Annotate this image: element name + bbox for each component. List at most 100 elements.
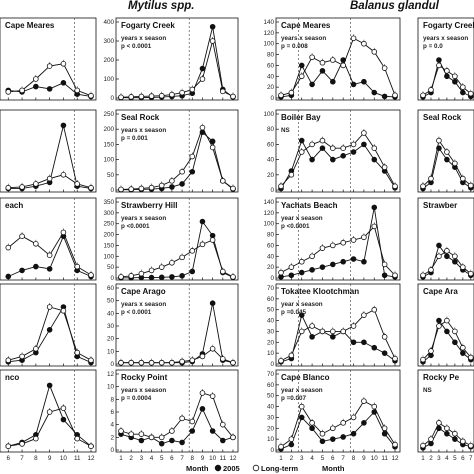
data-point-2005 bbox=[452, 258, 458, 265]
series-line-2005 bbox=[280, 411, 396, 450]
data-point-2005 bbox=[444, 156, 450, 163]
data-point-long-term bbox=[33, 76, 39, 82]
data-point-long-term bbox=[209, 38, 216, 44]
y-tick-label: 50 bbox=[267, 307, 275, 314]
data-point-long-term bbox=[460, 438, 466, 445]
data-point-2005 bbox=[319, 145, 326, 152]
y-tick-label: 2 bbox=[110, 434, 114, 441]
series-line-2005 bbox=[280, 313, 396, 363]
data-point-long-term bbox=[361, 130, 367, 136]
data-point-long-term bbox=[444, 425, 450, 432]
x-tick-label: 6 bbox=[7, 455, 11, 462]
legend-long-term-label: Long-term bbox=[261, 464, 298, 473]
y-tick-label: 20 bbox=[267, 172, 275, 179]
data-point-long-term bbox=[209, 393, 216, 399]
data-point-2005 bbox=[309, 81, 315, 88]
stat-text: year x season bbox=[281, 301, 323, 308]
data-point-long-term bbox=[189, 357, 196, 364]
x-tick-label: 9 bbox=[362, 455, 366, 462]
stat-text: years x season bbox=[281, 35, 326, 42]
x-tick-label: 11 bbox=[220, 455, 227, 462]
x-tick-label: 12 bbox=[87, 455, 95, 462]
data-point-2005 bbox=[199, 406, 206, 412]
y-tick-label: 400 bbox=[103, 19, 114, 26]
y-tick-label: 10 bbox=[267, 350, 275, 357]
site-name: Cape Meares bbox=[281, 21, 331, 30]
site-name: Fogarty Creek bbox=[121, 21, 175, 30]
data-point-long-term bbox=[128, 431, 134, 437]
stat-text: NS bbox=[281, 127, 290, 134]
data-point-long-term bbox=[460, 344, 466, 351]
data-point-2005 bbox=[371, 344, 378, 351]
plot-frame bbox=[417, 369, 474, 453]
data-point-long-term bbox=[209, 345, 216, 352]
plot-frame bbox=[115, 17, 239, 101]
data-point-long-term bbox=[319, 59, 326, 66]
data-point-long-term bbox=[148, 184, 155, 191]
data-point-2005 bbox=[199, 218, 206, 225]
data-point-2005 bbox=[452, 78, 458, 85]
data-point-2005 bbox=[330, 436, 336, 442]
y-tick-label: 40 bbox=[267, 253, 275, 260]
data-point-2005 bbox=[330, 261, 336, 268]
legend-long-term-marker bbox=[252, 464, 260, 472]
y-tick-label: 0 bbox=[110, 95, 114, 102]
data-point-long-term bbox=[420, 272, 426, 279]
panel-b-capemeares: 0 20 40 60 80 100 120 140 Cape Meares years x sea… bbox=[263, 17, 401, 102]
data-point-long-term bbox=[288, 436, 295, 442]
data-point-long-term bbox=[128, 186, 134, 192]
x-tick-label: 1 bbox=[279, 455, 283, 462]
x-tick-label: 12 bbox=[391, 455, 399, 462]
stat-text: NS bbox=[423, 387, 432, 394]
x-tick-label: 9 bbox=[201, 455, 205, 462]
data-point-long-term bbox=[330, 242, 336, 249]
data-point-long-term bbox=[319, 137, 326, 144]
x-tick-label: 6 bbox=[331, 455, 335, 462]
y-tick-label: 4 bbox=[110, 422, 114, 429]
data-point-long-term bbox=[128, 359, 134, 366]
data-point-long-term bbox=[230, 434, 236, 441]
balanus-header: Balanus glandul bbox=[350, 0, 440, 12]
data-point-long-term bbox=[5, 244, 12, 251]
stat-text: year x season bbox=[281, 387, 323, 394]
data-point-long-term bbox=[278, 92, 284, 99]
x-tick-label: 7 bbox=[469, 455, 473, 462]
data-point-long-term bbox=[148, 267, 155, 274]
y-tick-label: 50 bbox=[107, 172, 115, 179]
data-point-long-term bbox=[169, 178, 175, 184]
series-line-long-term bbox=[121, 348, 234, 364]
panel-b-partial-strawberry: Strawber bbox=[417, 197, 474, 281]
x-tick-label: 7 bbox=[20, 455, 24, 462]
data-point-long-term bbox=[158, 359, 165, 366]
data-point-long-term bbox=[230, 359, 236, 366]
x-label-balanus: Month bbox=[322, 464, 345, 473]
x-tick-label: 5 bbox=[160, 455, 164, 462]
stat-text: p < 0.0001 bbox=[121, 309, 152, 316]
data-point-long-term bbox=[444, 68, 450, 74]
y-tick-label: 70 bbox=[267, 371, 275, 378]
data-point-2005 bbox=[452, 436, 458, 442]
data-point-long-term bbox=[436, 62, 442, 69]
data-point-long-term bbox=[319, 430, 326, 437]
data-point-long-term bbox=[46, 304, 53, 310]
data-point-long-term bbox=[350, 414, 357, 421]
data-point-2005 bbox=[330, 156, 336, 163]
y-tick-label: 0 bbox=[110, 361, 114, 368]
panel-m-strawberry: 0 50 100 150 200 250 300 350 Strawberry Hill year… bbox=[103, 197, 239, 282]
site-name: Cape Blanco bbox=[281, 373, 330, 382]
data-point-2005 bbox=[361, 258, 367, 265]
data-point-2005 bbox=[298, 269, 305, 276]
y-tick-label: 12 bbox=[107, 371, 115, 378]
stat-text: p <0.0001 bbox=[281, 223, 310, 230]
y-tick-label: 20 bbox=[267, 84, 275, 91]
data-point-long-term bbox=[220, 88, 226, 95]
data-point-long-term bbox=[88, 272, 94, 278]
plot-frame bbox=[0, 109, 97, 193]
data-point-2005 bbox=[381, 272, 388, 279]
data-point-long-term bbox=[340, 145, 346, 152]
data-point-long-term bbox=[371, 223, 378, 230]
panel-b-tokatee: 0 10 20 30 40 50 60 70 Tokatee Klootchman year x … bbox=[267, 283, 401, 368]
y-tick-label: 0 bbox=[270, 187, 274, 194]
data-point-long-term bbox=[350, 35, 357, 42]
y-tick-label: 50 bbox=[107, 298, 115, 305]
